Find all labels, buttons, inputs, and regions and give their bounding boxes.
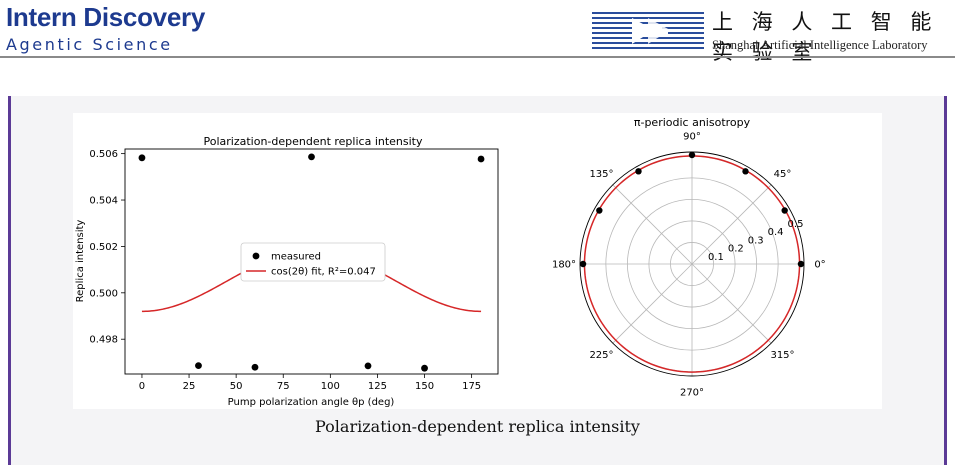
legend-box	[240, 242, 386, 282]
data-point	[364, 362, 372, 370]
polar-data-point	[781, 207, 788, 214]
x-axis-label: Pump polarization angle θp (deg)	[228, 397, 395, 408]
lab-name-chinese: 上 海 人 工 智 能 实 验 室	[712, 10, 938, 64]
polar-data-point	[596, 207, 603, 214]
x-tick-label: 75	[277, 381, 290, 392]
polar-data-point	[579, 260, 587, 268]
polar-angle-label: 315°	[770, 350, 794, 361]
polar-radius-label: 0.5	[788, 219, 804, 230]
x-tick-label: 25	[183, 381, 196, 392]
polar-data-point	[742, 168, 749, 175]
polar-angle-label: 0°	[814, 260, 825, 271]
polar-radius-label: 0.2	[728, 244, 744, 255]
data-point	[477, 155, 485, 163]
plot-frame	[124, 148, 499, 375]
data-point	[421, 364, 428, 372]
polar-chart-title: π-periodic anisotropy	[634, 116, 751, 129]
x-tick-label: 0	[139, 381, 145, 392]
lab-logo-icon	[592, 12, 704, 49]
polar-angle-label: 135°	[589, 169, 613, 180]
polar-chart: π-periodic anisotropy 0° 45° 90° 135° 180° 22…	[552, 116, 826, 399]
brand-word-intern: Intern	[6, 2, 77, 32]
page-header: Intern Discovery Agentic Science 上 海 人 工…	[0, 0, 955, 64]
polar-grid-spoke	[612, 263, 693, 344]
x-tick-label: 175	[462, 381, 481, 392]
brand-title: Intern Discovery	[6, 2, 205, 33]
scatter-chart: Polarization-dependent replica intensity…	[75, 135, 499, 408]
legend: measured cos(2θ) fit, R²=0.047	[240, 242, 386, 282]
y-tick-label: 0.500	[89, 288, 118, 299]
legend-label-fit: cos(2θ) fit, R²=0.047	[271, 267, 376, 278]
brand-subtitle: Agentic Science	[6, 35, 173, 54]
figure-caption: Polarization-dependent replica intensity	[315, 417, 640, 436]
y-axis-label: Replica intensity	[75, 220, 86, 303]
data-point	[138, 154, 146, 162]
polar-grid-spoke	[612, 184, 693, 265]
polar-data-point	[797, 260, 805, 268]
lab-name-english: Shanghai Artificial Intelligence Laborat…	[712, 38, 928, 52]
data-point	[308, 153, 315, 161]
polar-angle-label: 90°	[683, 132, 701, 143]
y-tick-label: 0.498	[89, 335, 118, 346]
brand-word-discovery: Discovery	[83, 2, 205, 32]
polar-angle-label: 45°	[774, 169, 792, 180]
figure-svg: Polarization-dependent replica intensity…	[75, 116, 826, 408]
polar-angle-label: 180°	[552, 260, 576, 271]
x-tick-label: 125	[368, 381, 387, 392]
polar-data-point	[635, 168, 642, 175]
legend-marker-measured	[252, 252, 260, 260]
legend-label-measured: measured	[271, 252, 321, 263]
polar-radius-label: 0.4	[768, 227, 784, 238]
y-tick-label: 0.504	[89, 196, 118, 207]
polar-radius-label: 0.3	[748, 235, 764, 246]
x-tick-label: 100	[321, 381, 340, 392]
polar-angle-label: 270°	[680, 388, 704, 399]
figure: Polarization-dependent replica intensity…	[73, 113, 882, 409]
data-point	[251, 363, 259, 371]
y-tick-label: 0.502	[89, 242, 118, 253]
x-tick-label: 150	[415, 381, 434, 392]
scatter-chart-title: Polarization-dependent replica intensity	[203, 135, 423, 148]
header-divider	[0, 56, 955, 58]
polar-radius-label: 0.1	[708, 252, 724, 263]
frame-left-border	[8, 96, 11, 465]
polar-grid-spoke	[691, 184, 772, 265]
y-tick-label: 0.506	[89, 149, 118, 160]
frame-right-border	[944, 96, 947, 465]
polar-grid-spoke	[691, 263, 772, 344]
x-tick-label: 50	[230, 381, 243, 392]
polar-angle-label: 225°	[589, 350, 613, 361]
polar-data-point	[688, 151, 696, 159]
data-point	[195, 362, 202, 370]
